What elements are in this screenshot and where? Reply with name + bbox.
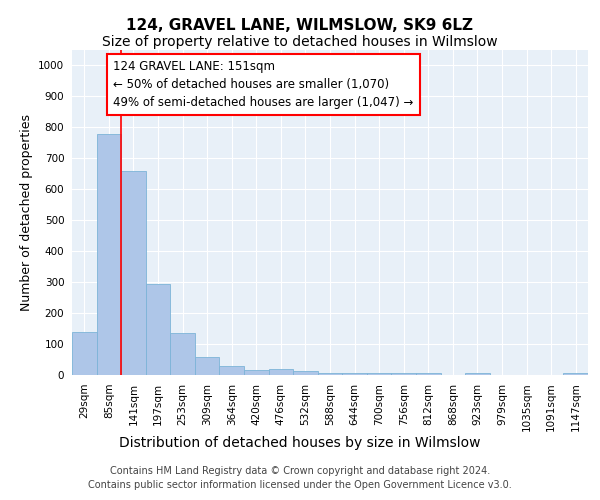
Bar: [72, 332, 97, 375]
Bar: [367, 374, 391, 375]
Bar: [465, 374, 490, 375]
Bar: [121, 170, 146, 375]
Bar: [342, 374, 367, 375]
Bar: [244, 370, 269, 375]
Bar: [146, 284, 170, 375]
Bar: [391, 374, 416, 375]
Text: Contains HM Land Registry data © Crown copyright and database right 2024.
Contai: Contains HM Land Registry data © Crown c…: [88, 466, 512, 490]
Text: Size of property relative to detached houses in Wilmslow: Size of property relative to detached ho…: [102, 35, 498, 49]
Bar: [318, 373, 342, 375]
Bar: [563, 374, 588, 375]
Bar: [220, 366, 244, 375]
Text: 124 GRAVEL LANE: 151sqm
← 50% of detached houses are smaller (1,070)
49% of semi: 124 GRAVEL LANE: 151sqm ← 50% of detache…: [113, 60, 413, 109]
Bar: [195, 357, 220, 375]
Bar: [97, 134, 121, 375]
Bar: [416, 374, 440, 375]
Bar: [170, 333, 195, 375]
Text: Distribution of detached houses by size in Wilmslow: Distribution of detached houses by size …: [119, 436, 481, 450]
Bar: [269, 369, 293, 375]
Text: 124, GRAVEL LANE, WILMSLOW, SK9 6LZ: 124, GRAVEL LANE, WILMSLOW, SK9 6LZ: [127, 18, 473, 32]
Y-axis label: Number of detached properties: Number of detached properties: [20, 114, 32, 311]
Bar: [293, 371, 318, 375]
